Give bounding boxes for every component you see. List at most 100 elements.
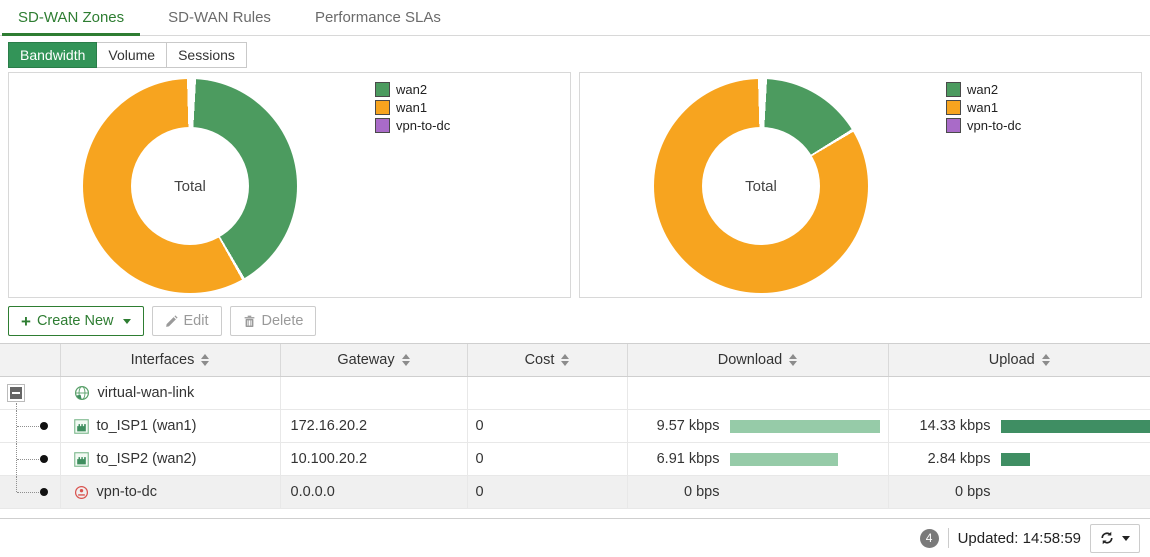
donut-center-label: Total [702,127,820,245]
plus-icon: + [21,313,31,330]
upload-bar [1001,486,1150,499]
tab-sdwan-zones[interactable]: SD-WAN Zones [2,0,140,36]
column-header-download[interactable]: Download [627,344,888,377]
metric-subtabs: Bandwidth Volume Sessions [8,42,1150,68]
tree-line [17,426,41,427]
trash-icon [243,315,256,328]
header-label: Download [718,352,783,368]
upload-donut-legend: wan2 wan1 vpn-to-dc [946,82,1021,136]
upload-value: 2.84 kbps [895,451,991,467]
edit-button[interactable]: Edit [152,306,222,336]
pencil-icon [165,315,178,328]
download-donut-legend: wan2 wan1 vpn-to-dc [375,82,450,136]
legend-item: wan1 [946,100,1021,115]
collapse-button[interactable] [7,384,25,402]
gateway-value: 0.0.0.0 [281,484,467,500]
column-header-cost[interactable]: Cost [467,344,627,377]
legend-swatch-vpn-to-dc [375,118,390,133]
header-label: Interfaces [131,352,195,368]
gateway-value: 10.100.20.2 [281,451,467,467]
cost-value: 0 [468,484,627,500]
sort-icon [1042,354,1050,366]
interface-name: virtual-wan-link [98,385,195,401]
download-bar [730,486,880,499]
tree-bullet [40,422,48,430]
column-header-interfaces[interactable]: Interfaces [60,344,280,377]
donut-total-text: Total [745,178,777,195]
table-row-to-isp2[interactable]: to_ISP2 (wan2) 10.100.20.2 0 6.91 kbps 2… [0,443,1150,476]
download-value: 6.91 kbps [634,451,720,467]
refresh-icon [1100,531,1114,545]
legend-swatch-vpn-to-dc [946,118,961,133]
table-toolbar: + Create New Edit Delete [8,306,1142,336]
upload-donut-panel: Total wan2 wan1 vpn-to-dc [579,72,1142,298]
table-row-to-isp1[interactable]: to_ISP1 (wan1) 172.16.20.2 0 9.57 kbps 1… [0,410,1150,443]
chart-panels: Total wan2 wan1 vpn-to-dc Total [8,72,1142,298]
legend-label: wan2 [396,82,427,97]
legend-item: wan1 [375,100,450,115]
download-value: 0 bps [634,484,720,500]
download-bar [730,453,880,466]
cost-value: 0 [468,451,627,467]
download-bar [730,420,880,433]
column-header-gateway[interactable]: Gateway [280,344,467,377]
upload-bar [1001,453,1150,466]
legend-label: vpn-to-dc [967,118,1021,133]
tree-bullet [40,455,48,463]
tab-sdwan-rules[interactable]: SD-WAN Rules [152,0,287,36]
updated-timestamp: Updated: 14:58:59 [958,530,1081,547]
refresh-button[interactable] [1090,524,1140,553]
ethernet-interface-icon [74,452,89,467]
status-bar: 4 Updated: 14:58:59 [0,518,1150,557]
legend-label: wan2 [967,82,998,97]
gateway-value: 172.16.20.2 [281,418,467,434]
legend-label: wan1 [967,100,998,115]
subtab-bandwidth[interactable]: Bandwidth [8,42,97,68]
download-donut-chart: Total [83,79,297,293]
download-value: 9.57 kbps [634,418,720,434]
legend-swatch-wan1 [375,100,390,115]
interface-name: to_ISP1 (wan1) [97,418,197,434]
tree-line [16,476,17,492]
header-label: Gateway [337,352,394,368]
interface-name: vpn-to-dc [97,484,157,500]
sort-icon [789,354,797,366]
table-row-vpn-to-dc[interactable]: vpn-to-dc 0.0.0.0 0 0 bps 0 bps [0,476,1150,509]
chevron-down-icon [123,319,131,324]
sort-icon [201,354,209,366]
legend-item: wan2 [946,82,1021,97]
sort-icon [561,354,569,366]
legend-item: vpn-to-dc [375,118,450,133]
cost-value: 0 [468,418,627,434]
legend-label: wan1 [396,100,427,115]
sort-icon [402,354,410,366]
delete-button[interactable]: Delete [230,306,317,336]
legend-item: wan2 [375,82,450,97]
subtab-sessions[interactable]: Sessions [167,42,247,68]
ethernet-interface-icon [74,419,89,434]
subtab-volume[interactable]: Volume [97,42,167,68]
legend-swatch-wan2 [946,82,961,97]
tree-line [16,403,17,409]
chevron-down-icon [1122,536,1130,541]
sdwan-zone-icon [74,385,90,401]
delete-label: Delete [262,313,304,329]
donut-total-text: Total [174,178,206,195]
header-label: Upload [989,352,1035,368]
table-row-virtual-wan-link[interactable]: virtual-wan-link [0,377,1150,410]
tab-performance-slas[interactable]: Performance SLAs [299,0,457,36]
legend-swatch-wan1 [946,100,961,115]
interface-name: to_ISP2 (wan2) [97,451,197,467]
create-new-label: Create New [37,313,114,329]
refresh-countdown-badge: 4 [920,529,939,548]
upload-value: 14.33 kbps [895,418,991,434]
legend-swatch-wan2 [375,82,390,97]
upload-bar [1001,420,1150,433]
tunnel-interface-icon [74,485,89,500]
column-header-upload[interactable]: Upload [888,344,1150,377]
download-donut-panel: Total wan2 wan1 vpn-to-dc [8,72,571,298]
create-new-button[interactable]: + Create New [8,306,144,336]
tree-bullet [40,488,48,496]
top-tab-bar: SD-WAN Zones SD-WAN Rules Performance SL… [0,0,1150,36]
expander-column-header [0,344,60,377]
